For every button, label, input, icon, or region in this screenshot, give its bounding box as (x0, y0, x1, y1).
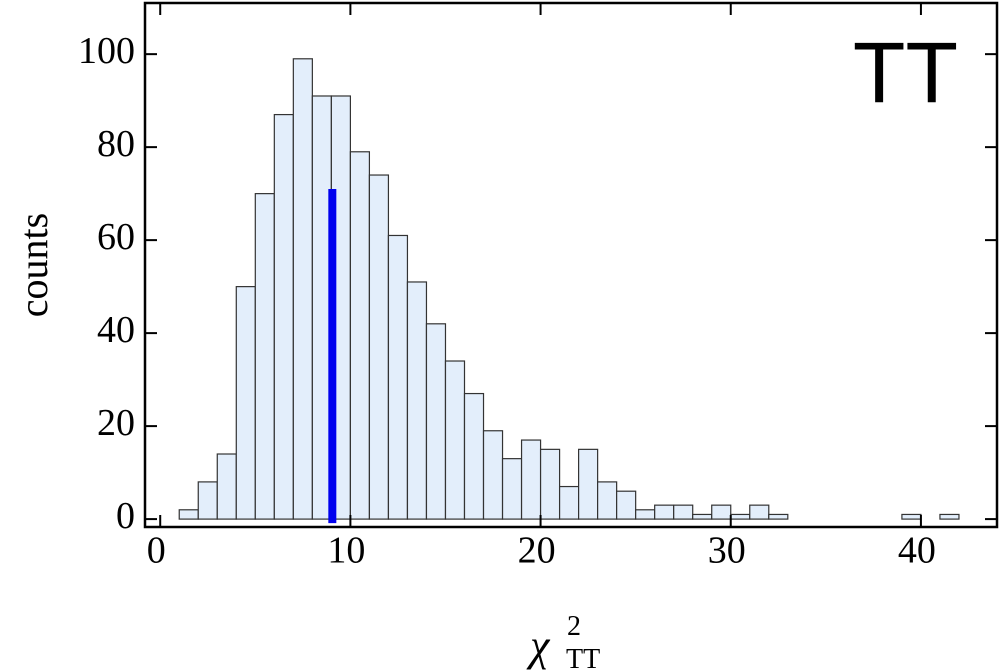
x-tick-label: 40 (898, 530, 936, 572)
x-tick-label: 20 (518, 530, 556, 572)
bar (178, 509, 199, 520)
bar (197, 481, 218, 520)
bar (520, 439, 542, 520)
bar (768, 513, 789, 520)
bar (730, 513, 751, 520)
bar (501, 458, 523, 520)
y-tick-label: 0 (116, 495, 135, 537)
bar (273, 113, 294, 520)
y-tick-label: 60 (97, 216, 135, 258)
bar (558, 485, 580, 520)
bar (616, 490, 637, 520)
bar (711, 504, 732, 520)
x-axis-label: χ (526, 621, 551, 670)
bar (749, 504, 770, 520)
y-tick-label: 80 (97, 123, 135, 165)
bar (692, 513, 713, 520)
bar (387, 234, 409, 520)
bar (901, 513, 922, 520)
x-axis-label-sup: 2 (567, 611, 581, 642)
y-tick-label: 20 (97, 402, 135, 444)
bar (444, 360, 466, 520)
plot-frame (143, 1, 999, 529)
bar (597, 481, 618, 520)
y-tick-label: 100 (78, 30, 135, 72)
x-tick-label: 10 (327, 530, 365, 572)
bar (292, 58, 313, 520)
bar (463, 392, 485, 520)
bar (482, 430, 504, 520)
bar (654, 504, 675, 520)
x-tick-label: 30 (708, 530, 746, 572)
bar (406, 281, 428, 520)
bar (254, 193, 275, 520)
bar (425, 323, 447, 520)
bar (673, 504, 694, 520)
bar (635, 509, 656, 520)
x-axis-label-sub: TT (566, 644, 600, 671)
bar (368, 174, 390, 520)
bar (349, 151, 371, 520)
y-tick-label: 40 (97, 309, 135, 351)
annotation: TT (853, 26, 958, 122)
bar (216, 453, 237, 520)
y-axis-label: counts (11, 213, 56, 317)
bar (939, 513, 960, 520)
x-tick-label: 0 (147, 530, 166, 572)
bar (539, 448, 561, 520)
bar (578, 448, 599, 520)
bar (235, 286, 256, 520)
